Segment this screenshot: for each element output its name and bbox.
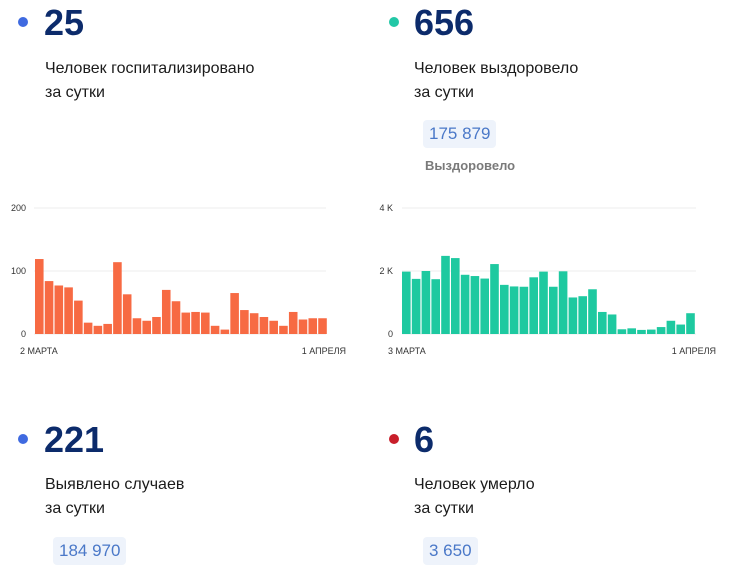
chart-bar bbox=[402, 271, 411, 334]
chart-bar bbox=[249, 313, 259, 334]
y-tick-label: 100 bbox=[11, 266, 26, 276]
deaths-desc-line2: за сутки bbox=[414, 500, 474, 517]
chart-bar bbox=[220, 329, 230, 334]
chart-bar bbox=[490, 264, 499, 334]
chart-bar bbox=[568, 297, 578, 334]
x-end-label: 1 АПРЕЛЯ bbox=[302, 346, 346, 356]
chart-bar bbox=[637, 329, 646, 334]
hospitalized-dot-icon bbox=[18, 17, 28, 27]
hospitalized-value: 25 bbox=[44, 2, 85, 43]
chart-bar bbox=[607, 314, 617, 334]
y-tick-label: 4 K bbox=[379, 203, 393, 213]
chart-bar bbox=[676, 324, 685, 334]
chart-bar bbox=[666, 320, 676, 334]
chart-bar bbox=[44, 281, 54, 334]
detected-total-badge: 184 970 bbox=[53, 537, 127, 565]
chart-bar bbox=[83, 322, 93, 334]
deaths-value: 6 bbox=[414, 419, 435, 460]
recovered-bar-chart: 4 K 2 K 0 3 МАРТА 1 АПРЕЛЯ bbox=[379, 203, 716, 356]
y-tick-label: 0 bbox=[388, 329, 393, 339]
chart-bar bbox=[627, 328, 636, 334]
x-start-label: 2 МАРТА bbox=[20, 346, 58, 356]
chart-bar bbox=[93, 325, 103, 334]
hospitalized-bar-chart: 200 100 0 2 МАРТА 1 АПРЕЛЯ bbox=[11, 203, 346, 356]
chart-bar bbox=[558, 271, 568, 334]
chart-bar bbox=[421, 271, 431, 334]
deaths-total-badge: 3 650 bbox=[423, 537, 478, 565]
chart-bar bbox=[269, 320, 278, 334]
chart-bar bbox=[103, 323, 112, 334]
chart-bar bbox=[460, 274, 470, 334]
chart-bar bbox=[500, 284, 509, 334]
chart-bar bbox=[480, 278, 489, 334]
detected-desc-line1: Выявлено случаев bbox=[45, 476, 185, 493]
y-tick-label: 0 bbox=[21, 329, 26, 339]
chart-bar bbox=[35, 259, 44, 334]
y-tick-label: 2 K bbox=[379, 266, 393, 276]
chart-bar bbox=[171, 301, 181, 334]
chart-bar bbox=[161, 289, 171, 334]
chart-bar bbox=[288, 311, 298, 334]
chart-bar bbox=[509, 286, 519, 334]
chart-bar bbox=[191, 311, 200, 334]
recovered-value: 656 bbox=[414, 2, 475, 43]
chart-bar bbox=[529, 277, 538, 334]
recovered-desc-line2: за сутки bbox=[414, 84, 474, 101]
recovered-total-badge: 175 879 bbox=[423, 120, 497, 148]
chart-bar bbox=[210, 325, 220, 334]
deaths-desc-line1: Человек умерло bbox=[414, 476, 535, 493]
chart-bar bbox=[181, 312, 191, 334]
bars-group bbox=[35, 259, 327, 334]
chart-bar bbox=[230, 293, 239, 334]
chart-bar bbox=[451, 258, 460, 334]
chart-bar bbox=[598, 311, 607, 334]
chart-bar bbox=[431, 279, 440, 334]
chart-bar bbox=[617, 329, 627, 334]
chart-bar bbox=[647, 329, 656, 334]
hospitalized-desc-line2: за сутки bbox=[45, 84, 105, 101]
chart-bar bbox=[588, 289, 597, 334]
x-start-label: 3 МАРТА bbox=[388, 346, 426, 356]
chart-bar bbox=[122, 294, 132, 334]
recovered-dot-icon bbox=[389, 17, 399, 27]
chart-bar bbox=[201, 312, 210, 334]
chart-bar bbox=[64, 287, 73, 334]
chart-bar bbox=[308, 318, 318, 334]
detected-dot-icon bbox=[18, 434, 28, 444]
chart-bar bbox=[470, 276, 480, 334]
chart-bar bbox=[259, 316, 269, 334]
chart-bar bbox=[578, 296, 587, 334]
chart-bar bbox=[539, 271, 548, 334]
x-end-label: 1 АПРЕЛЯ bbox=[672, 346, 716, 356]
recovered-total-label: Выздоровело bbox=[425, 158, 516, 173]
chart-bar bbox=[74, 300, 83, 334]
recovered-desc-line1: Человек выздоровело bbox=[414, 60, 579, 77]
chart-bar bbox=[132, 318, 142, 334]
deaths-dot-icon bbox=[389, 434, 399, 444]
chart-bar bbox=[549, 286, 558, 334]
y-tick-label: 200 bbox=[11, 203, 26, 213]
chart-bar bbox=[686, 313, 695, 334]
chart-bar bbox=[142, 320, 151, 334]
chart-bar bbox=[441, 255, 450, 334]
chart-bar bbox=[279, 325, 288, 334]
chart-bar bbox=[656, 327, 666, 334]
chart-bar bbox=[519, 286, 529, 334]
bars-group bbox=[402, 255, 695, 335]
chart-bar bbox=[54, 285, 64, 334]
detected-value: 221 bbox=[44, 419, 105, 460]
chart-bar bbox=[411, 278, 421, 335]
hospitalized-desc-line1: Человек госпитализировано bbox=[45, 60, 255, 77]
chart-bar bbox=[152, 316, 161, 334]
chart-bar bbox=[318, 318, 327, 334]
chart-bar bbox=[240, 310, 249, 334]
chart-bar bbox=[113, 262, 122, 334]
detected-desc-line2: за сутки bbox=[45, 500, 105, 517]
chart-bar bbox=[298, 319, 308, 334]
